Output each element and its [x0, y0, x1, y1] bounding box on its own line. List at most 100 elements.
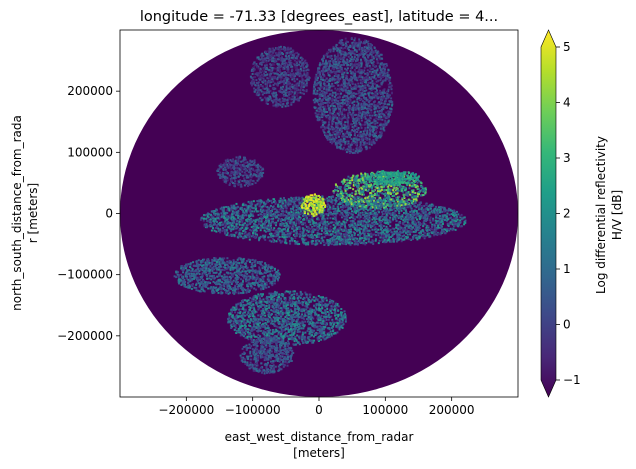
echo-pixel: [318, 202, 321, 204]
echo-pixel: [350, 134, 352, 136]
echo-pixel: [337, 48, 340, 51]
echo-pixel: [331, 221, 334, 224]
echo-pixel: [351, 112, 354, 115]
echo-pixel: [304, 238, 307, 241]
echo-pixel: [369, 122, 371, 125]
echo-pixel: [269, 218, 272, 221]
echo-pixel: [354, 139, 357, 142]
echo-pixel: [251, 213, 254, 216]
echo-pixel: [464, 219, 467, 222]
echo-pixel: [314, 76, 317, 79]
echo-pixel: [224, 171, 227, 174]
echo-pixel: [330, 83, 333, 86]
echo-pixel: [377, 85, 380, 88]
echo-pixel: [366, 49, 369, 52]
echo-pixel: [285, 72, 288, 74]
echo-pixel: [330, 57, 333, 60]
echo-pixel: [235, 223, 238, 226]
echo-pixel: [248, 215, 251, 218]
echo-pixel: [322, 106, 325, 109]
echo-pixel: [398, 225, 401, 228]
echo-pixel: [240, 183, 243, 186]
echo-pixel: [318, 110, 321, 113]
echo-pixel: [355, 50, 358, 53]
echo-pixel: [345, 74, 348, 77]
echo-pixel: [346, 67, 349, 70]
echo-pixel: [353, 134, 356, 137]
echo-pixel: [345, 135, 348, 138]
echo-pixel: [344, 128, 346, 131]
echo-pixel: [435, 214, 438, 217]
echo-pixel: [386, 214, 389, 217]
echo-pixel: [308, 235, 311, 238]
echo-pixel: [293, 221, 295, 224]
echo-pixel: [368, 236, 370, 238]
echo-pixel: [289, 51, 292, 54]
echo-pixel: [341, 125, 343, 128]
echo-pixel: [252, 82, 255, 85]
echo-pixel: [380, 132, 383, 135]
echo-pixel: [334, 115, 337, 118]
echo-pixel: [344, 121, 347, 124]
echo-pixel: [379, 202, 382, 205]
echo-pixel: [349, 86, 352, 88]
echo-pixel: [240, 166, 242, 169]
echo-pixel: [233, 177, 235, 180]
echo-pixel: [293, 63, 296, 66]
echo-pixel: [339, 87, 341, 90]
echo-pixel: [357, 116, 360, 119]
echo-pixel: [445, 228, 448, 231]
echo-pixel: [274, 95, 277, 98]
echo-pixel: [396, 227, 399, 230]
echo-pixel: [290, 88, 293, 91]
echo-pixel: [326, 64, 329, 67]
echo-pixel: [342, 137, 345, 140]
echo-pixel: [376, 105, 379, 108]
echo-pixel: [252, 169, 255, 172]
echo-pixel: [365, 107, 368, 110]
echo-pixel: [387, 69, 390, 72]
echo-pixel: [362, 103, 365, 106]
echo-pixel: [341, 96, 344, 99]
echo-pixel: [358, 38, 361, 41]
echo-pixel: [265, 66, 268, 69]
echo-pixel: [360, 105, 363, 108]
echo-pixel: [283, 67, 286, 70]
echo-pixel: [219, 207, 222, 210]
echo-pixel: [255, 164, 258, 167]
echo-pixel: [383, 129, 386, 132]
echo-pixel: [365, 51, 368, 54]
echo-pixel: [332, 236, 335, 239]
echo-pixel: [339, 105, 342, 107]
echo-pixel: [365, 145, 368, 148]
echo-pixel: [235, 156, 238, 159]
echo-pixel: [275, 224, 277, 227]
echo-pixel: [371, 58, 374, 61]
echo-pixel: [399, 226, 402, 229]
echo-pixel: [327, 69, 330, 72]
echo-pixel: [267, 77, 270, 80]
echo-pixel: [313, 81, 316, 84]
echo-pixel: [351, 52, 354, 55]
echo-pixel: [241, 180, 244, 182]
echo-pixel: [426, 224, 429, 227]
echo-pixel: [372, 135, 375, 138]
echo-pixel: [326, 138, 329, 141]
echo-pixel: [263, 79, 265, 82]
echo-pixel: [364, 117, 367, 120]
echo-pixel: [355, 136, 358, 139]
echo-pixel: [323, 231, 326, 234]
echo-pixel: [346, 84, 349, 87]
echo-pixel: [379, 126, 382, 129]
echo-pixel: [273, 63, 276, 66]
echo-pixel: [435, 205, 437, 208]
echo-pixel: [261, 99, 264, 101]
echo-pixel: [243, 180, 246, 183]
echo-pixel: [355, 128, 358, 131]
echo-pixel: [277, 104, 279, 107]
echo-pixel: [321, 113, 324, 116]
echo-pixel: [286, 104, 289, 107]
echo-pixel: [359, 130, 362, 133]
echo-pixel: [361, 133, 364, 136]
echo-pixel: [339, 213, 342, 216]
